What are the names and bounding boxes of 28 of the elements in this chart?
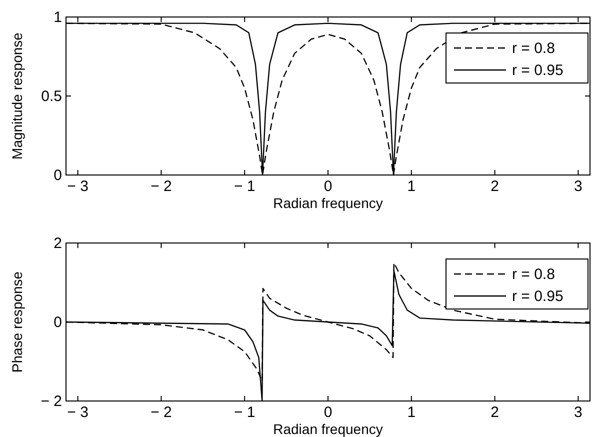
y-tick-label: 0.5	[41, 88, 62, 105]
x-tick-label: 1	[407, 178, 416, 195]
x-tick-label: − 3	[67, 178, 88, 195]
y-tick-label: 1	[54, 9, 62, 26]
x-tick-label: 3	[574, 404, 582, 421]
y-tick-label: − 2	[40, 393, 62, 410]
y-tick-label: 0	[54, 167, 62, 184]
legend-label: r = 0.95	[512, 62, 564, 79]
x-tick-label: 1	[407, 404, 416, 421]
x-tick-label: 0	[324, 404, 332, 421]
y-axis-title: Magnitude response	[9, 32, 25, 160]
x-tick-label: 0	[324, 178, 332, 195]
x-tick-label: − 2	[150, 404, 172, 421]
x-axis-title: Radian frequency	[273, 421, 383, 437]
legend-label: r = 0.8	[512, 40, 555, 57]
x-tick-label: − 1	[234, 404, 256, 421]
legend-label: r = 0.8	[512, 266, 555, 283]
x-tick-label: − 1	[234, 178, 256, 195]
x-tick-label: 2	[490, 404, 499, 421]
x-tick-label: − 3	[67, 404, 88, 421]
y-axis-title: Phase response	[9, 271, 25, 373]
x-tick-label: − 2	[150, 178, 172, 195]
x-tick-label: 2	[490, 178, 499, 195]
y-tick-label: 2	[54, 235, 62, 252]
x-tick-label: 3	[574, 178, 582, 195]
x-axis-title: Radian frequency	[273, 195, 383, 211]
y-tick-label: 0	[54, 314, 62, 331]
legend-label: r = 0.95	[512, 288, 564, 305]
